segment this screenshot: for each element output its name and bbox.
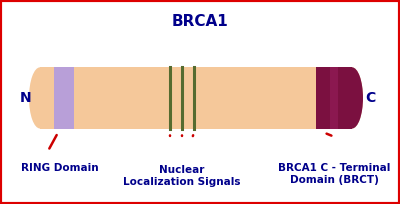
Ellipse shape: [341, 67, 363, 129]
Text: Nuclear
Localization Signals: Nuclear Localization Signals: [123, 165, 241, 187]
Ellipse shape: [341, 67, 363, 129]
Text: BRCA1: BRCA1: [172, 14, 228, 29]
Bar: [330, 67, 338, 129]
Text: C: C: [365, 91, 375, 105]
Bar: [40, 67, 352, 129]
Ellipse shape: [29, 67, 51, 129]
Text: RING Domain: RING Domain: [21, 163, 99, 173]
Text: BRCA1 C - Terminal
Domain (BRCT): BRCA1 C - Terminal Domain (BRCT): [278, 163, 390, 185]
Bar: [54, 67, 74, 129]
Text: N: N: [20, 91, 32, 105]
Bar: [316, 67, 352, 129]
